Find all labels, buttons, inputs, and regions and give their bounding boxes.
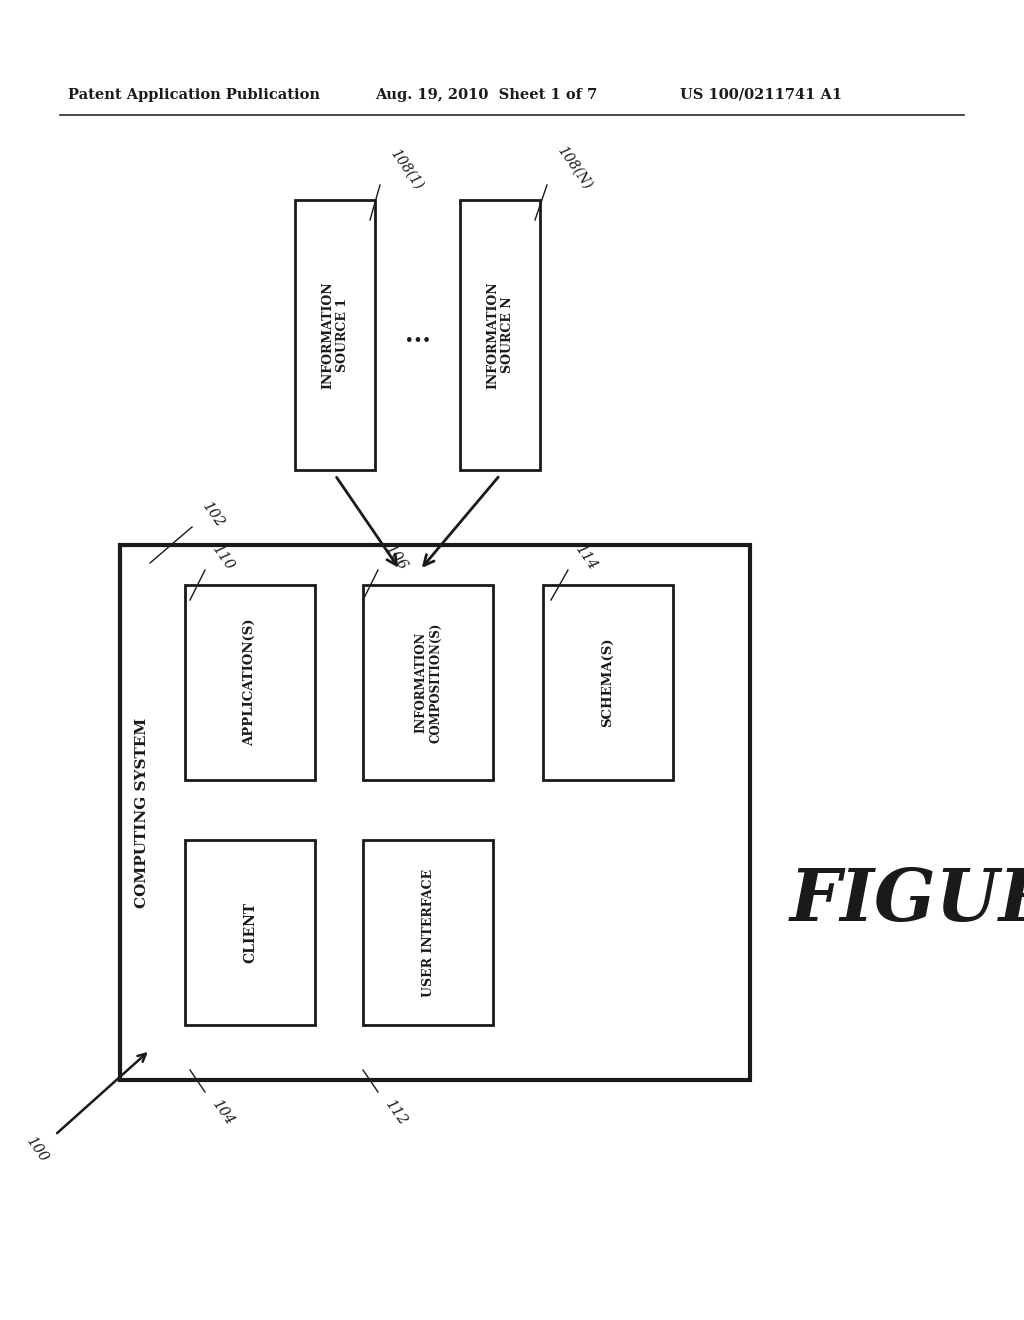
Text: FIGURE 1: FIGURE 1: [790, 865, 1024, 936]
Text: US 100/0211741 A1: US 100/0211741 A1: [680, 88, 842, 102]
Text: USER INTERFACE: USER INTERFACE: [422, 869, 434, 997]
Bar: [543, 585, 673, 780]
Text: 108(1): 108(1): [387, 147, 425, 191]
Text: APPLICATION(S): APPLICATION(S): [244, 619, 256, 746]
Text: 112: 112: [383, 1098, 411, 1129]
Bar: [362, 840, 493, 1026]
Bar: [185, 585, 315, 780]
Text: 104: 104: [210, 1098, 238, 1129]
Text: INFORMATION
COMPOSITION(S): INFORMATION COMPOSITION(S): [414, 622, 442, 743]
Text: Aug. 19, 2010  Sheet 1 of 7: Aug. 19, 2010 Sheet 1 of 7: [375, 88, 597, 102]
Text: 108(N): 108(N): [554, 144, 594, 191]
Text: INFORMATION
SOURCE 1: INFORMATION SOURCE 1: [321, 281, 349, 389]
Bar: [120, 545, 750, 1080]
Text: 106: 106: [383, 543, 411, 573]
Text: Patent Application Publication: Patent Application Publication: [68, 88, 319, 102]
Text: SCHEMA(S): SCHEMA(S): [601, 638, 614, 727]
Text: 114: 114: [573, 543, 600, 573]
Text: 100: 100: [24, 1135, 51, 1166]
Text: INFORMATION
SOURCE N: INFORMATION SOURCE N: [486, 281, 514, 389]
Bar: [362, 585, 493, 780]
Text: 102: 102: [200, 499, 227, 531]
Bar: [460, 201, 540, 470]
Text: CLIENT: CLIENT: [243, 902, 257, 964]
Text: ...: ...: [404, 323, 430, 347]
Text: 110: 110: [210, 543, 238, 573]
Bar: [295, 201, 375, 470]
Bar: [185, 840, 315, 1026]
Text: COMPUTING SYSTEM: COMPUTING SYSTEM: [135, 717, 150, 908]
